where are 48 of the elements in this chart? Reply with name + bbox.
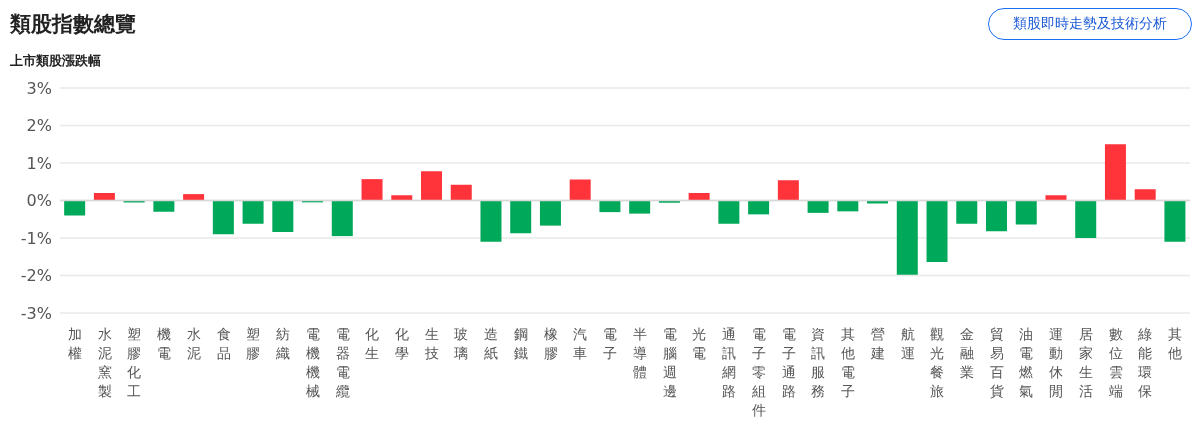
x-tick-label: 化生 xyxy=(365,326,380,361)
y-axis-title: 上市類股漲跌幅 xyxy=(10,52,101,70)
x-tick-label: 油電燃氣 xyxy=(1019,326,1034,399)
x-tick-label: 其他 xyxy=(1168,326,1183,361)
x-tick-label: 電機機械 xyxy=(305,326,320,399)
x-tick-label: 其他電子 xyxy=(841,326,856,399)
x-tick-label: 機電 xyxy=(157,326,172,361)
x-tick-label: 生技 xyxy=(423,326,439,361)
x-tick-label: 觀光餐旅 xyxy=(930,326,945,399)
text: 類股即時走勢及技術分析 xyxy=(988,8,1192,40)
x-tick-label: 造紙 xyxy=(484,326,499,361)
x-tick-label: 綠能環保 xyxy=(1137,326,1153,399)
x-tick-label: 電子 xyxy=(603,326,618,361)
x-tick-label: 塑膠化工 xyxy=(127,326,142,399)
x-tick-label: 數位雲端 xyxy=(1108,326,1123,399)
x-tick-label: 半導體 xyxy=(632,326,647,380)
x-tick-label: 化學 xyxy=(394,326,409,361)
x-tick-label: 水泥窯製 xyxy=(97,326,112,399)
x-tick-label: 塑膠 xyxy=(246,326,261,361)
x-tick-label: 電子零組件 xyxy=(750,326,766,418)
x-tick-label: 食品 xyxy=(216,326,231,361)
y-tick-label: 1% xyxy=(26,153,52,173)
x-tick-label: 電腦週邊 xyxy=(662,326,677,399)
x-tick-label: 航運 xyxy=(900,326,915,361)
x-tick-label: 運動休閒 xyxy=(1049,326,1064,399)
chart-title: 類股指數總覽 xyxy=(10,11,136,38)
y-tick-label: -1% xyxy=(20,228,52,248)
y-tick-label: 3% xyxy=(26,78,52,98)
x-tick-label: 電子通路 xyxy=(781,326,796,399)
x-tick-label: 鋼鐵 xyxy=(513,326,528,361)
x-tick-label: 貿易百貨 xyxy=(989,326,1004,399)
y-tick-label: 2% xyxy=(26,116,52,136)
x-tick-label: 電器電纜 xyxy=(334,326,350,399)
x-tick-label: 玻璃 xyxy=(454,326,469,361)
y-tick-label: 0% xyxy=(26,191,52,211)
y-tick-label: -3% xyxy=(20,303,52,323)
x-tick-label: 通訊網路 xyxy=(721,326,737,399)
x-tick-label: 橡膠 xyxy=(543,326,558,361)
x-tick-label: 金融業 xyxy=(959,326,974,380)
x-tick-label: 汽車 xyxy=(573,326,588,361)
y-tick-label: -2% xyxy=(20,266,52,286)
x-tick-label: 紡織 xyxy=(275,326,291,361)
x-tick-label: 營建 xyxy=(869,326,885,361)
x-tick-label: 光電 xyxy=(692,326,707,361)
x-tick-label: 加權 xyxy=(67,326,82,361)
x-tick-label: 水泥 xyxy=(186,326,201,361)
x-tick-label: 居家生活 xyxy=(1078,326,1093,399)
x-tick-label: 資訊服務 xyxy=(811,326,826,399)
